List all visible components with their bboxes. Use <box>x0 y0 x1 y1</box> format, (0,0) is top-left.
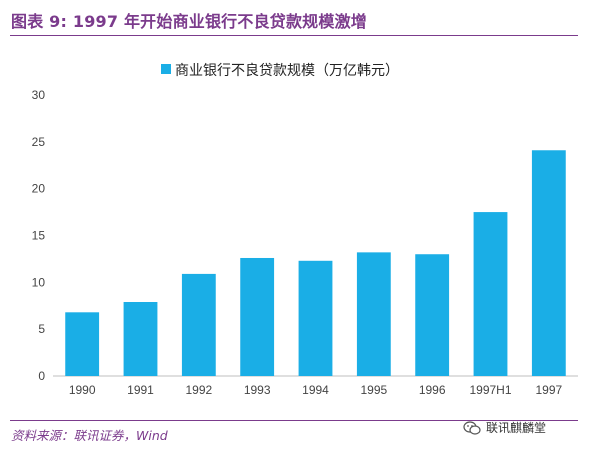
y-tick-label: 15 <box>32 229 46 243</box>
bar-1996 <box>415 254 450 376</box>
y-tick-label: 5 <box>38 322 45 336</box>
bar-1997H1 <box>473 212 508 376</box>
bar-1990 <box>65 312 100 376</box>
bar-1993 <box>240 257 275 376</box>
bar-1994 <box>298 260 333 376</box>
y-axis: 0 5 10 15 20 25 30 <box>32 88 46 383</box>
bar-1992 <box>181 273 216 376</box>
watermark: 联讯麒麟堂 <box>463 419 546 436</box>
x-axis-labels: 1990 1991 1992 1993 1994 1995 1996 1997H1 1997 <box>69 383 563 397</box>
x-tick-label: 1994 <box>302 383 329 397</box>
source-divider <box>10 420 578 421</box>
x-tick-label: 1997H1 <box>469 383 511 397</box>
wechat-icon <box>463 420 481 435</box>
source-note: 资料来源：联讯证券，Wind <box>11 428 168 443</box>
x-tick-label: 1995 <box>360 383 387 397</box>
legend: 商业银行不良贷款规模（万亿韩元） <box>161 63 399 79</box>
figure-title: 图表 9: 1997 年开始商业银行不良贷款规模激增 <box>11 12 367 31</box>
x-tick-label: 1996 <box>419 383 446 397</box>
bar-1997 <box>531 150 566 376</box>
legend-swatch <box>161 64 171 74</box>
bar-1995 <box>356 252 391 376</box>
y-tick-label: 30 <box>32 88 46 102</box>
x-tick-label: 1990 <box>69 383 96 397</box>
bar-1991 <box>123 302 158 376</box>
y-tick-label: 10 <box>32 275 46 289</box>
x-tick-label: 1992 <box>185 383 212 397</box>
y-tick-label: 20 <box>32 182 46 196</box>
y-tick-label: 25 <box>32 135 46 149</box>
x-tick-label: 1991 <box>127 383 154 397</box>
watermark-text: 联讯麒麟堂 <box>486 421 547 435</box>
x-tick-label: 1997 <box>535 383 562 397</box>
bar-series <box>65 150 566 376</box>
y-tick-label: 0 <box>38 369 45 383</box>
x-tick-label: 1993 <box>244 383 271 397</box>
title-divider <box>10 35 578 36</box>
legend-label: 商业银行不良贷款规模（万亿韩元） <box>175 63 399 79</box>
